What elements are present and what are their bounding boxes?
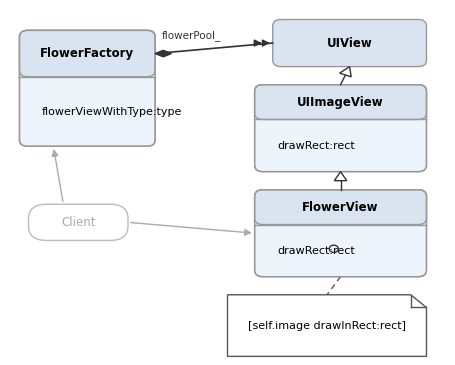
Bar	[255, 207, 426, 224]
Text: UIImageView: UIImageView	[297, 96, 384, 108]
Polygon shape	[339, 66, 351, 77]
FancyBboxPatch shape	[255, 85, 426, 172]
Text: flowerViewWithType:type: flowerViewWithType:type	[42, 107, 182, 116]
Text: [self.image drawInRect:rect]: [self.image drawInRect:rect]	[248, 320, 406, 331]
FancyBboxPatch shape	[255, 190, 426, 224]
FancyBboxPatch shape	[29, 204, 128, 241]
Text: drawRect:rect: drawRect:rect	[277, 141, 355, 150]
FancyBboxPatch shape	[255, 85, 426, 119]
Text: flowerPool_: flowerPool_	[162, 30, 221, 41]
Polygon shape	[228, 295, 426, 356]
Text: UIView: UIView	[327, 36, 373, 50]
Text: drawRect:rect: drawRect:rect	[277, 246, 355, 255]
Text: FlowerFactory: FlowerFactory	[40, 47, 134, 60]
Polygon shape	[334, 172, 347, 181]
FancyBboxPatch shape	[255, 190, 426, 277]
Text: Client: Client	[61, 216, 96, 229]
Text: FlowerView: FlowerView	[302, 201, 379, 214]
FancyBboxPatch shape	[273, 19, 426, 66]
Bar	[255, 102, 426, 119]
FancyBboxPatch shape	[20, 30, 155, 146]
Polygon shape	[155, 50, 172, 57]
FancyBboxPatch shape	[20, 30, 155, 77]
Bar	[20, 54, 155, 77]
